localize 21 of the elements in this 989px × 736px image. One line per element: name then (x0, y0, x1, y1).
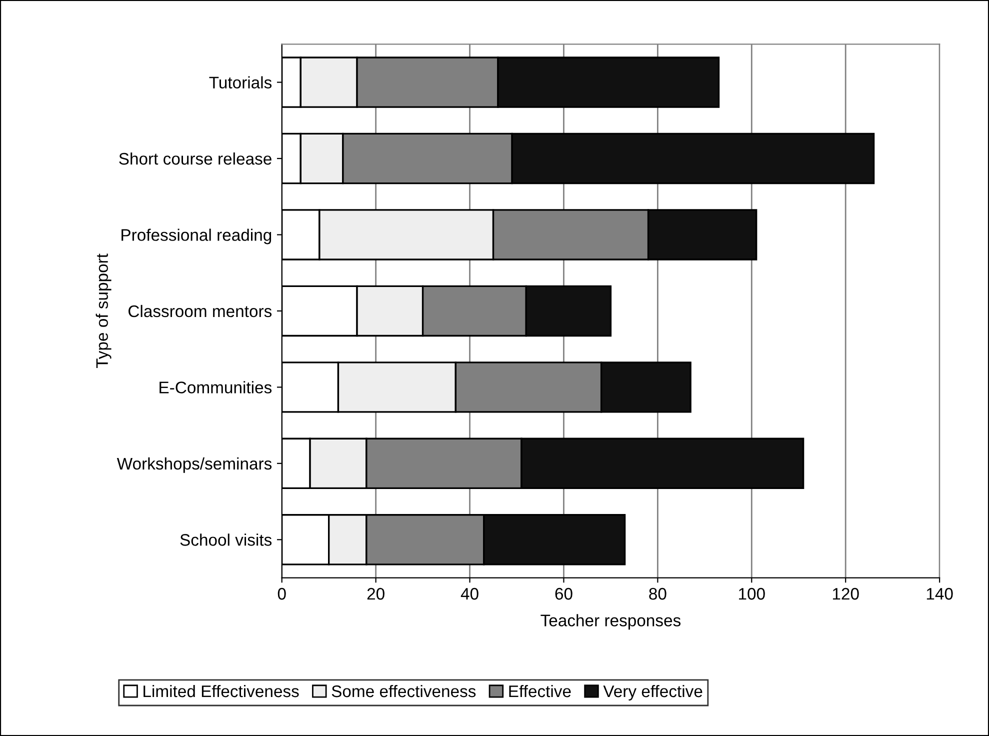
y-axis-title: Type of support (96, 254, 112, 368)
x-tick-label: 120 (832, 588, 859, 600)
y-tick-label: Workshops/seminars (116, 457, 272, 473)
legend-label: Some effectiveness (332, 684, 476, 698)
y-tick-label: Tutorials (209, 76, 272, 88)
x-tick-label: 80 (649, 588, 666, 600)
legend-label: Very effective (603, 684, 702, 700)
y-tick-label: Short course release (119, 152, 272, 165)
y-tick-label: Classroom mentors (128, 304, 272, 318)
x-tick-label: 60 (555, 588, 572, 600)
y-tick-label: Professional reading (122, 228, 272, 244)
x-tick-label: 100 (739, 588, 765, 600)
legend-label: Limited Effectiveness (144, 684, 299, 698)
x-tick-label: 140 (926, 588, 953, 600)
legend-label: Effective (509, 684, 571, 698)
x-tick-label: 20 (367, 588, 384, 600)
x-tick-label: 0 (278, 588, 286, 600)
y-tick-label: E-Communities (160, 381, 272, 394)
x-tick-label: 40 (460, 588, 478, 600)
x-axis-title: Teacher responses (540, 614, 681, 630)
y-tick-label: School visits (180, 534, 272, 546)
